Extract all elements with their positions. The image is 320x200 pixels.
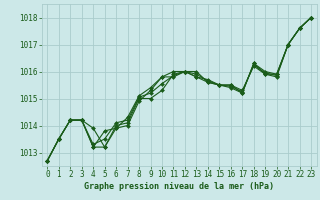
X-axis label: Graphe pression niveau de la mer (hPa): Graphe pression niveau de la mer (hPa) xyxy=(84,182,274,191)
